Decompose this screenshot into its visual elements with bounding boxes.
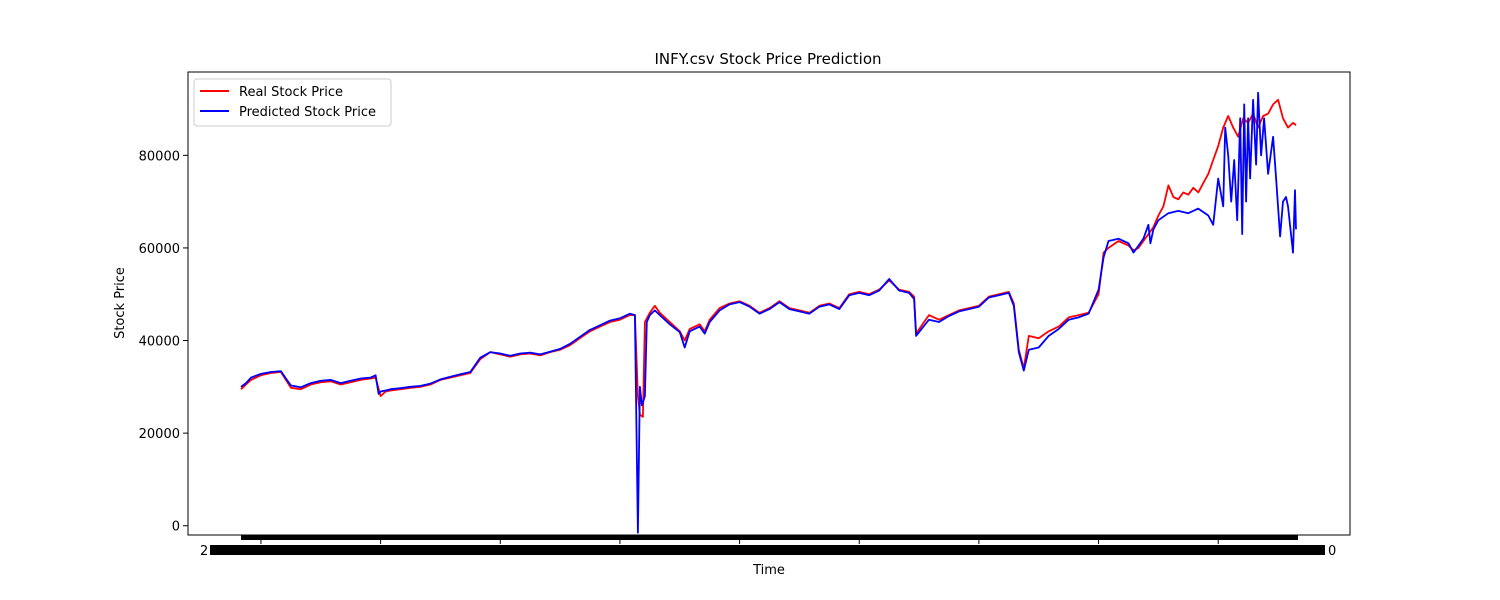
- x-tick-marks-dense: [241, 535, 1298, 540]
- legend-label-real: Real Stock Price: [239, 85, 343, 100]
- x-tick-label-last: 0: [1328, 544, 1336, 559]
- x-axis-label: Time: [752, 563, 785, 578]
- series-line-predicted: [240, 91, 1297, 534]
- y-tick-label: 80000: [139, 149, 180, 164]
- series-layer: [240, 91, 1297, 534]
- y-tick-label: 20000: [139, 427, 180, 442]
- y-tick-label: 0: [172, 520, 180, 535]
- y-tick-label: 40000: [139, 335, 180, 350]
- y-tick-label: 60000: [139, 242, 180, 257]
- y-axis-label: Stock Price: [113, 267, 128, 339]
- x-tick-label-first: 2: [200, 544, 208, 559]
- legend: Real Stock Price Predicted Stock Price: [193, 78, 392, 127]
- y-axis: 0 20000 40000 60000 80000: [139, 149, 188, 535]
- legend-box: [193, 78, 392, 127]
- chart-title: INFY.csv Stock Price Prediction: [654, 50, 881, 68]
- x-tick-labels-overlapped: [210, 545, 1325, 555]
- legend-label-predicted: Predicted Stock Price: [239, 105, 376, 120]
